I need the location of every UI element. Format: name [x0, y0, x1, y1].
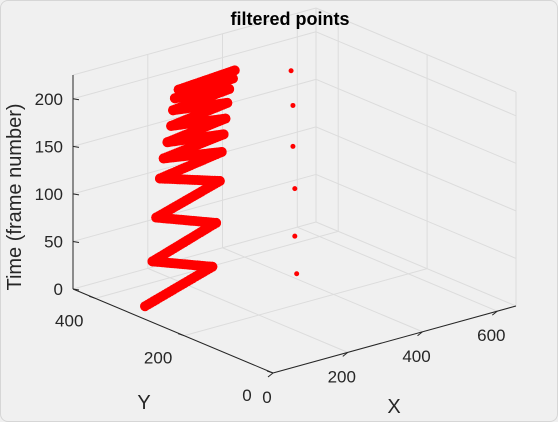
grid-line-x-floor [147, 267, 348, 353]
data-layer [140, 65, 300, 312]
z-axis-label: Time (frame number) [4, 103, 26, 290]
grid-line-z-back [72, 221, 317, 290]
data-point [229, 65, 240, 76]
grid-edge [72, 7, 317, 76]
y-tick-label: 400 [55, 311, 83, 330]
y-axis-label: Y [137, 392, 150, 414]
x-tick-label: 0 [262, 388, 271, 407]
data-point [292, 233, 298, 239]
data-point [290, 143, 296, 149]
grid-line-z-side [315, 221, 517, 307]
z-tick-label: 100 [35, 185, 63, 204]
chart-title: filtered points [230, 9, 349, 29]
y-axis-line [72, 288, 274, 374]
y-tick-label: 0 [242, 386, 251, 405]
x-tick-mark [417, 331, 423, 337]
tick-layer: 0 200 400 600 0 200 400 0 50 100 150 200 [35, 90, 506, 407]
data-point [288, 68, 294, 74]
x-tick-label: 400 [402, 347, 430, 366]
grid-line-y-floor [183, 268, 428, 337]
series-1 [288, 68, 300, 277]
z-tick-mark [72, 240, 80, 243]
data-point [294, 271, 300, 277]
grid-edge [315, 7, 517, 93]
grid-line-z-side [315, 126, 517, 212]
y-tick-mark [177, 333, 185, 337]
grid-line-z-back [72, 31, 317, 100]
x-tick-label: 600 [477, 326, 505, 345]
z-tick-mark [72, 145, 80, 148]
x-tick-mark [267, 372, 274, 378]
x-tick-label: 200 [328, 367, 356, 386]
series-0 [140, 65, 240, 312]
grid-line-x-floor [222, 247, 423, 333]
x-tick-mark [342, 351, 349, 357]
z-tick-label: 200 [35, 90, 63, 109]
grid-line-z-side [315, 78, 517, 164]
x-axis-label: X [387, 396, 400, 418]
y-tick-mark [266, 370, 274, 374]
data-point [292, 186, 298, 192]
x-axis-line [272, 305, 517, 374]
axes-box [72, 75, 517, 374]
z-tick-mark [72, 193, 80, 196]
z-tick-label: 0 [54, 280, 63, 299]
z-tick-label: 50 [44, 232, 63, 251]
grid-line-z-side [315, 173, 517, 259]
y-tick-mark [89, 295, 96, 299]
grid-line-z-side [315, 31, 517, 117]
grid-line-z-back [72, 173, 317, 242]
grid-line-x-floor [297, 226, 498, 312]
y-tick-label: 200 [144, 349, 172, 368]
x-tick-mark [491, 310, 498, 316]
z-tick-mark [72, 288, 80, 291]
data-point [290, 102, 296, 108]
z-tick-mark [72, 98, 80, 101]
z-tick-label: 150 [35, 137, 63, 156]
